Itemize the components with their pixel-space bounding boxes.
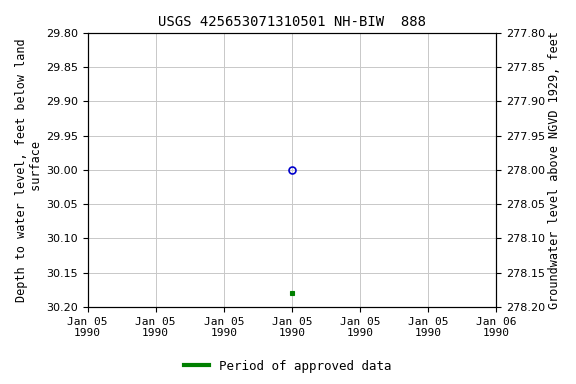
Y-axis label: Groundwater level above NGVD 1929, feet: Groundwater level above NGVD 1929, feet (548, 31, 561, 309)
Legend: Period of approved data: Period of approved data (179, 355, 397, 378)
Title: USGS 425653071310501 NH-BIW  888: USGS 425653071310501 NH-BIW 888 (158, 15, 426, 29)
Y-axis label: Depth to water level, feet below land
 surface: Depth to water level, feet below land su… (15, 38, 43, 302)
